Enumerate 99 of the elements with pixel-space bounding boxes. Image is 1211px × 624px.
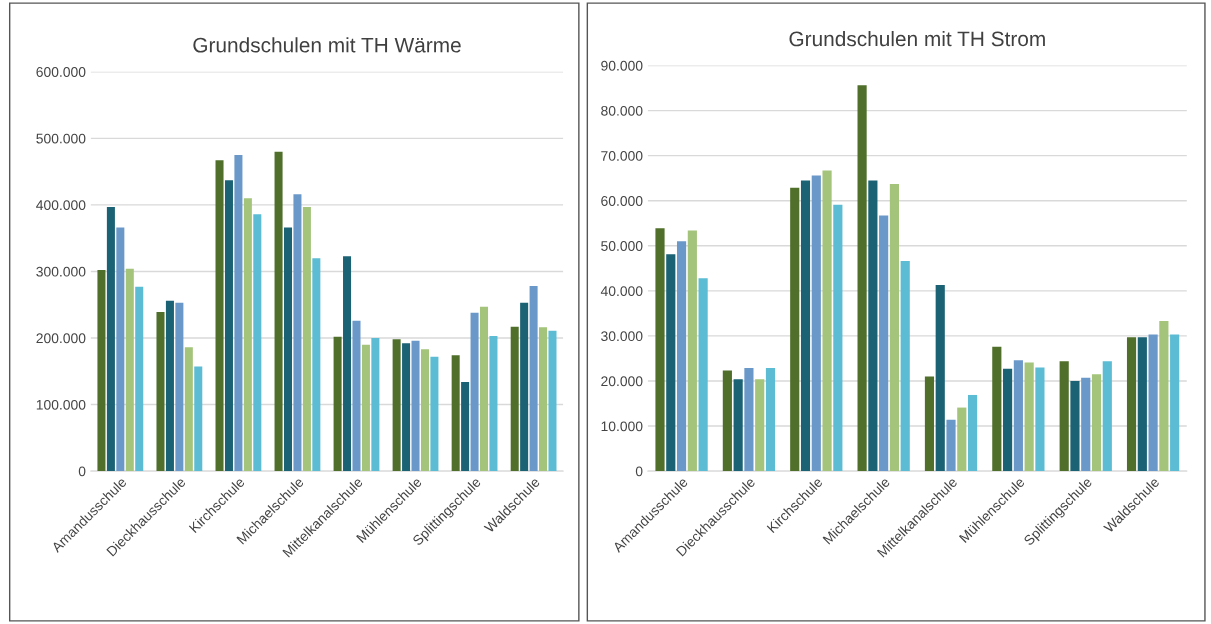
bar <box>312 258 321 472</box>
bar <box>1081 377 1091 472</box>
bar <box>698 278 708 472</box>
bar <box>274 151 283 472</box>
bar <box>253 214 262 472</box>
bar <box>857 85 867 472</box>
bar <box>194 366 203 472</box>
bar <box>800 180 811 472</box>
bar <box>889 184 900 472</box>
bar <box>106 206 115 472</box>
bar <box>302 206 311 472</box>
y-tick-label: 60.000 <box>601 196 643 206</box>
bar <box>1070 380 1080 472</box>
bar <box>470 312 479 472</box>
bar <box>811 175 821 472</box>
y-tick-label: 90.000 <box>601 60 643 71</box>
bar <box>97 270 106 472</box>
bar <box>1059 361 1069 472</box>
bar <box>900 261 910 472</box>
bar <box>1003 368 1013 472</box>
bar <box>722 370 732 472</box>
bar <box>935 284 945 472</box>
bar <box>790 187 800 472</box>
chart-title: Grundschulen mit TH Wärme <box>193 37 461 53</box>
bar <box>420 349 429 472</box>
bar <box>489 336 498 472</box>
y-tick-label: 200.000 <box>36 333 86 344</box>
bar <box>1024 362 1034 472</box>
bar <box>1013 360 1023 472</box>
bar <box>283 227 293 472</box>
bar <box>1126 337 1137 472</box>
bar <box>744 367 754 472</box>
bar <box>967 394 978 472</box>
y-tick-label: 600.000 <box>36 67 86 77</box>
y-tick-label: 40.000 <box>600 286 643 297</box>
y-tick-label: 80.000 <box>601 105 643 116</box>
bar <box>361 344 370 472</box>
bar <box>946 419 956 472</box>
y-tick-label: 300.000 <box>36 266 86 277</box>
bar <box>234 154 243 472</box>
bar <box>343 256 352 472</box>
bar <box>510 326 519 472</box>
bar <box>548 330 557 472</box>
y-tick-label: 0 <box>635 466 643 477</box>
bar <box>868 180 878 472</box>
bar <box>655 228 665 472</box>
bar <box>529 286 538 472</box>
bar <box>666 254 676 472</box>
bar <box>293 194 302 472</box>
bar <box>822 170 832 472</box>
bar <box>1102 361 1112 472</box>
bar <box>1170 334 1180 472</box>
bar <box>461 381 470 472</box>
y-tick-label: 20.000 <box>601 376 643 387</box>
y-tick-label: 0 <box>78 466 86 477</box>
y-tick-label: 100.000 <box>36 399 86 410</box>
bar <box>224 180 233 472</box>
y-tick-label: 10.000 <box>601 421 643 432</box>
chart-title: Grundschulen mit TH Strom <box>789 30 1045 47</box>
bar <box>371 338 380 472</box>
bar <box>992 346 1002 472</box>
bar <box>520 302 529 472</box>
bar <box>1148 334 1158 472</box>
bar <box>135 286 144 472</box>
bar <box>879 215 889 472</box>
bar <box>165 300 174 472</box>
y-tick-label: 500.000 <box>36 133 86 144</box>
bar <box>676 241 687 472</box>
bar <box>479 306 489 472</box>
bar <box>402 343 411 472</box>
bar <box>765 367 776 472</box>
bar <box>755 379 765 472</box>
y-tick-label: 70.000 <box>601 150 643 161</box>
bar <box>539 327 548 472</box>
bar <box>1159 321 1169 472</box>
bar <box>833 204 843 472</box>
bar <box>125 268 134 472</box>
y-tick-label: 400.000 <box>36 200 86 211</box>
bar <box>156 312 165 472</box>
bar <box>333 336 342 472</box>
bar <box>430 356 439 472</box>
bar <box>1137 337 1147 472</box>
bar <box>451 355 460 472</box>
bar <box>215 160 224 472</box>
bar <box>957 407 967 472</box>
bar <box>352 320 361 472</box>
y-tick-label: 50.000 <box>601 241 643 251</box>
bar <box>411 340 420 472</box>
bar <box>687 230 697 472</box>
bar <box>392 339 401 472</box>
bar <box>1035 367 1045 472</box>
y-tick-label: 30.000 <box>601 331 643 342</box>
bar <box>175 302 184 472</box>
bar <box>116 227 125 472</box>
bar <box>243 198 252 472</box>
bar <box>924 376 935 472</box>
bar <box>733 379 743 472</box>
bar <box>184 347 193 472</box>
bar <box>1091 374 1102 472</box>
